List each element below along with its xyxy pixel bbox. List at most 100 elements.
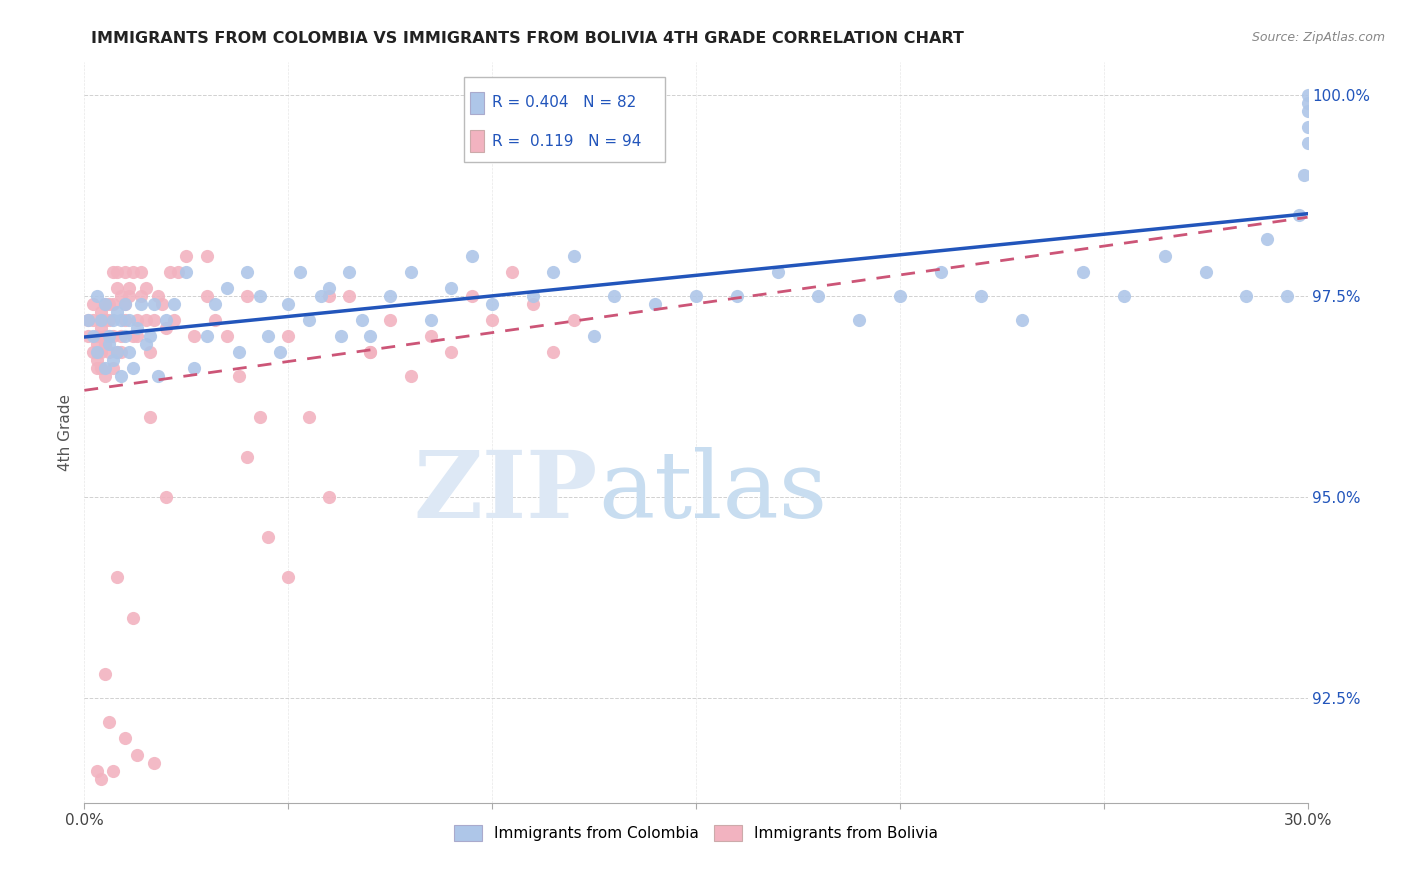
Point xyxy=(131,289,153,303)
Point xyxy=(82,313,104,327)
Point xyxy=(1256,232,1278,246)
Point xyxy=(174,249,197,263)
Point xyxy=(90,305,112,319)
Point xyxy=(204,313,226,327)
Point xyxy=(97,297,120,311)
Text: R =  0.119   N = 94: R = 0.119 N = 94 xyxy=(492,134,641,149)
Point xyxy=(101,265,124,279)
Point xyxy=(101,313,124,327)
Point xyxy=(105,570,128,584)
Point xyxy=(118,281,141,295)
Point xyxy=(461,249,484,263)
Point xyxy=(481,297,503,311)
Point xyxy=(93,297,115,311)
Point xyxy=(90,345,112,359)
Point xyxy=(889,289,911,303)
Point xyxy=(90,313,112,327)
Point xyxy=(380,289,402,303)
Point xyxy=(110,345,132,359)
Point xyxy=(110,369,132,384)
Point xyxy=(127,747,149,762)
Point xyxy=(236,450,259,464)
Point xyxy=(290,265,312,279)
Point xyxy=(318,289,340,303)
Point xyxy=(114,731,136,746)
Point xyxy=(101,297,124,311)
Point xyxy=(77,313,100,327)
Point xyxy=(105,265,128,279)
Point xyxy=(122,610,145,624)
Point xyxy=(155,490,177,504)
Point xyxy=(97,337,120,351)
Point xyxy=(1114,289,1136,303)
Point xyxy=(195,329,218,343)
Point xyxy=(97,329,120,343)
Point xyxy=(93,329,115,343)
Point xyxy=(1296,95,1319,110)
Point xyxy=(105,281,128,295)
Point xyxy=(110,329,132,343)
Point xyxy=(135,337,157,351)
Point xyxy=(249,289,271,303)
Text: Source: ZipAtlas.com: Source: ZipAtlas.com xyxy=(1251,31,1385,45)
Point xyxy=(138,409,160,424)
Point xyxy=(122,265,145,279)
Point xyxy=(562,249,585,263)
Point xyxy=(1296,103,1319,118)
Point xyxy=(1154,249,1177,263)
Point xyxy=(114,297,136,311)
Point xyxy=(359,329,381,343)
Point xyxy=(277,297,299,311)
Point xyxy=(257,530,280,544)
Point xyxy=(1296,120,1319,134)
Point xyxy=(766,265,789,279)
Point xyxy=(131,265,153,279)
Point xyxy=(277,570,299,584)
Point xyxy=(135,313,157,327)
Point xyxy=(277,329,299,343)
Point xyxy=(318,490,340,504)
Point xyxy=(142,313,165,327)
Point xyxy=(330,329,353,343)
Point xyxy=(725,289,748,303)
Point xyxy=(174,265,197,279)
Point xyxy=(350,313,373,327)
Point xyxy=(1236,289,1258,303)
Point xyxy=(228,345,250,359)
Point xyxy=(101,329,124,343)
Point xyxy=(118,345,141,359)
Point xyxy=(228,369,250,384)
Point xyxy=(1292,168,1315,182)
Point xyxy=(101,764,124,778)
Point xyxy=(318,281,340,295)
Point xyxy=(298,409,321,424)
Point xyxy=(359,345,381,359)
Point xyxy=(114,297,136,311)
Point xyxy=(929,265,952,279)
Point xyxy=(420,313,443,327)
Point xyxy=(1011,313,1033,327)
Point xyxy=(644,297,666,311)
Point xyxy=(93,337,115,351)
Point xyxy=(159,265,181,279)
Point xyxy=(502,265,524,279)
Point xyxy=(97,329,120,343)
Bar xyxy=(470,130,484,153)
Point xyxy=(1296,87,1319,102)
Point xyxy=(90,361,112,376)
Point xyxy=(217,329,239,343)
Point xyxy=(163,313,186,327)
Point xyxy=(970,289,993,303)
Point xyxy=(603,289,626,303)
Point xyxy=(93,297,115,311)
Point xyxy=(138,345,160,359)
Point xyxy=(522,297,544,311)
Point xyxy=(97,345,120,359)
Point xyxy=(146,369,169,384)
Point xyxy=(142,756,165,770)
Point xyxy=(309,289,332,303)
Point xyxy=(114,313,136,327)
Point xyxy=(97,715,120,730)
Point xyxy=(101,353,124,368)
Point xyxy=(217,281,239,295)
